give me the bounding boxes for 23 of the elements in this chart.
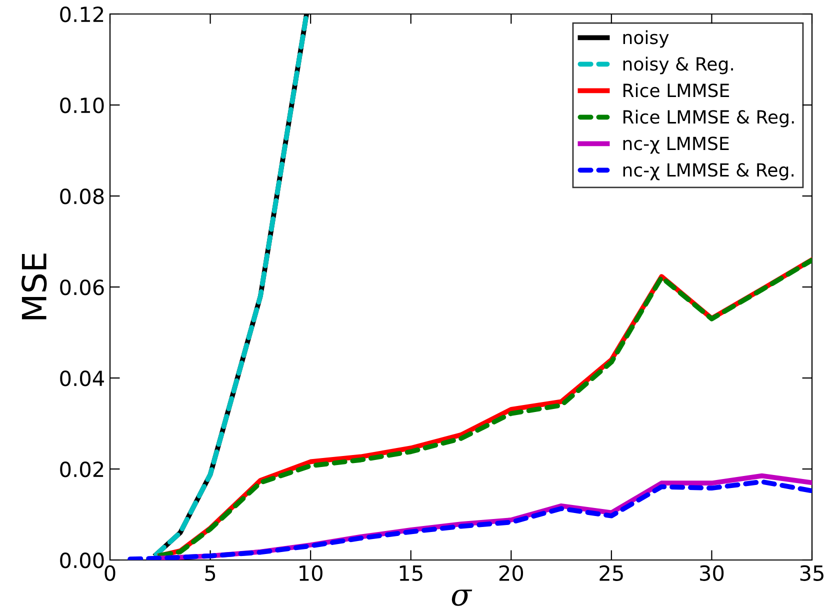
- legend-label: Rice LMMSE & Reg.: [623, 110, 794, 128]
- y-tick-label: 0.08: [60, 188, 104, 204]
- legend-label: Rice LMMSE: [623, 83, 729, 98]
- x-tick-label: 20: [499, 565, 524, 581]
- y-tick-label: 0.00: [60, 552, 104, 568]
- y-tick-label: 0.12: [60, 6, 104, 22]
- y-axis-title: MSE: [22, 254, 47, 320]
- legend-label: nc-χ LMMSE: [623, 136, 729, 154]
- x-tick-label: 10: [300, 565, 322, 581]
- x-tick-label: 0: [104, 565, 116, 581]
- x-tick-label: 5: [205, 566, 216, 581]
- legend-label: noisy & Reg.: [623, 56, 733, 74]
- legend-label: noisy: [623, 30, 669, 48]
- y-tick-label: 0.06: [60, 279, 104, 296]
- x-tick-label: 35: [800, 565, 824, 581]
- y-tick-label: 0.02: [60, 461, 104, 478]
- legend-label: nc-χ LMMSE & Reg.: [623, 163, 794, 180]
- y-tick-label: 0.10: [60, 97, 104, 114]
- y-tick-label: 0.04: [60, 370, 104, 386]
- x-tick-label: 30: [700, 565, 724, 581]
- x-tick-label: 25: [600, 565, 623, 581]
- x-axis-title: σ: [452, 590, 472, 606]
- x-tick-label: 15: [400, 566, 422, 581]
